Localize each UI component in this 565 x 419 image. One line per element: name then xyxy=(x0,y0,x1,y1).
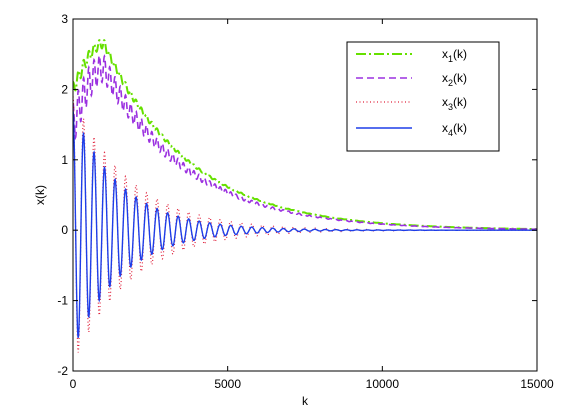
series-line-x2 xyxy=(73,54,537,231)
y-tick-label: 0 xyxy=(61,223,68,237)
legend-label-x4: x4(k) xyxy=(442,121,467,138)
legend-label-x1: x1(k) xyxy=(442,47,467,64)
series-layer xyxy=(73,38,537,353)
x-axis-label: k xyxy=(302,394,309,408)
y-tick-label: -2 xyxy=(57,364,68,378)
legend-label-x3: x3(k) xyxy=(442,95,467,112)
x-tick-label: 0 xyxy=(70,377,77,391)
series-line-x4 xyxy=(73,110,537,338)
x-tick-label: 15000 xyxy=(520,377,554,391)
y-tick-label: 3 xyxy=(61,12,68,26)
plot-frame xyxy=(72,18,538,372)
y-tick-label: 1 xyxy=(61,153,68,167)
legend: x1(k) x2(k) x3(k) x4(k) xyxy=(346,41,500,152)
x-tick-label: 10000 xyxy=(366,377,400,391)
x-tick-label: 5000 xyxy=(214,377,241,391)
y-tick-label: -1 xyxy=(57,294,68,308)
series-line-x1 xyxy=(73,38,537,231)
y-axis-label: x(k) xyxy=(33,185,47,205)
tick-layer: 0 5000 10000 15000 -2 -1 0 1 2 3 xyxy=(57,12,554,391)
legend-label-x2: x2(k) xyxy=(442,71,467,88)
y-tick-label: 2 xyxy=(61,82,68,96)
legend-box xyxy=(346,41,500,152)
